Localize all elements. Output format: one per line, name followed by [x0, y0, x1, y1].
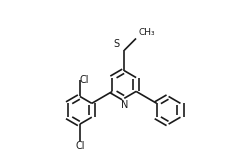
Text: S: S	[114, 39, 120, 49]
Text: N: N	[120, 100, 128, 110]
Text: Cl: Cl	[75, 141, 85, 151]
Text: Cl: Cl	[80, 75, 89, 85]
Text: CH₃: CH₃	[138, 28, 155, 37]
